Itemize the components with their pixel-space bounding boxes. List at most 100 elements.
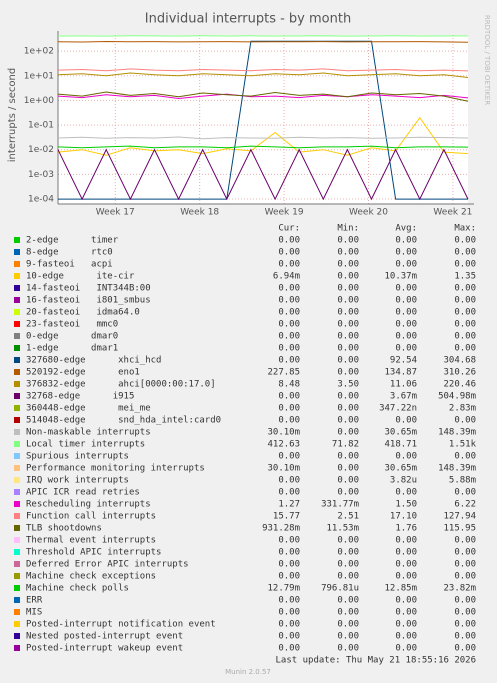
legend-stat: 10.37m — [384, 272, 417, 282]
legend-stat: 0.00 — [337, 572, 359, 582]
series-line — [57, 72, 469, 78]
legend-stat: 0.00 — [337, 464, 359, 474]
legend-stat: 0.00 — [395, 620, 417, 630]
legend-stat: 0.00 — [454, 236, 476, 246]
legend-stat: 134.87 — [384, 368, 417, 378]
series-line — [57, 93, 469, 100]
legend-label: 32768-edge i915 — [26, 392, 134, 402]
legend-stat: 0.00 — [337, 344, 359, 354]
legend-header: Avg: — [395, 224, 417, 234]
legend-stat: 15.77 — [273, 512, 300, 522]
legend-stat: 418.71 — [384, 440, 417, 450]
y-tick-label: 1e-04 — [28, 195, 54, 205]
legend-swatch — [14, 345, 20, 351]
legend-label: 23-fasteoi mmc0 — [26, 320, 118, 330]
y-tick-label: 1e+01 — [24, 71, 54, 81]
series-line — [57, 136, 469, 140]
y-tick-label: 1e+02 — [24, 47, 54, 57]
legend-stat: 1.27 — [278, 500, 300, 510]
legend-stat: 148.39m — [438, 428, 476, 438]
legend-label: 1-edge dmar1 — [26, 344, 118, 354]
legend-stat: 310.26 — [443, 368, 476, 378]
legend-swatch — [14, 297, 20, 303]
legend-swatch — [14, 429, 20, 435]
legend-stat: 0.00 — [278, 416, 300, 426]
legend-stat: 0.00 — [337, 536, 359, 546]
legend-label: 16-fasteoi i801_smbus — [26, 296, 151, 306]
legend-swatch — [14, 549, 20, 555]
legend-stat: 2.51 — [337, 512, 359, 522]
legend-stat: 0.00 — [395, 260, 417, 270]
legend-label: 2-edge timer — [26, 236, 119, 246]
legend-label: 9-fasteoi acpi — [26, 260, 113, 270]
legend-stat: 931.28m — [262, 524, 300, 534]
legend-stat: 0.00 — [278, 548, 300, 558]
legend-stat: 3.50 — [337, 380, 359, 390]
legend-swatch — [14, 585, 20, 591]
legend-stat: 0.00 — [337, 452, 359, 462]
legend-swatch — [14, 477, 20, 483]
legend-label: 376832-edge ahci[0000:00:17.0] — [26, 380, 216, 390]
legend-stat: 0.00 — [395, 308, 417, 318]
legend-stat: 347.22n — [379, 404, 417, 414]
legend-swatch — [14, 333, 20, 339]
legend-header: Cur: — [278, 224, 300, 234]
series-line — [57, 91, 469, 102]
legend-stat: 0.00 — [337, 596, 359, 606]
legend-swatch — [14, 237, 20, 243]
legend-stat: 0.00 — [337, 368, 359, 378]
side-label: RRDTOOL / TOBI OETIKER — [483, 15, 491, 105]
legend-swatch — [14, 573, 20, 579]
legend-stat: 0.00 — [337, 236, 359, 246]
legend-stat: 0.00 — [337, 428, 359, 438]
legend-stat: 0.00 — [278, 308, 300, 318]
legend-label: 20-fasteoi idma64.0 — [26, 308, 140, 318]
legend-swatch — [14, 369, 20, 375]
legend-stat: 304.68 — [443, 356, 476, 366]
legend-swatch — [14, 621, 20, 627]
legend-stat: 0.00 — [395, 536, 417, 546]
legend-stat: 0.00 — [454, 608, 476, 618]
legend-label: Nested posted-interrupt event — [26, 632, 183, 642]
series-line — [57, 40, 469, 43]
legend-swatch — [14, 309, 20, 315]
legend-label: Thermal event interrupts — [26, 536, 156, 546]
legend-stat: 0.00 — [278, 248, 300, 258]
legend-stat: 0.00 — [278, 452, 300, 462]
legend-stat: 0.00 — [454, 416, 476, 426]
legend-stat: 0.00 — [395, 608, 417, 618]
legend-swatch — [14, 645, 20, 651]
legend-label: TLB shootdowns — [26, 524, 102, 534]
legend-stat: 127.94 — [443, 512, 476, 522]
legend-label: Posted-interrupt notification event — [26, 620, 216, 630]
legend-stat: 11.53m — [326, 524, 359, 534]
legend-label: Performance monitoring interrupts — [26, 464, 205, 474]
series-line — [58, 40, 468, 200]
legend-swatch — [14, 321, 20, 327]
legend-stat: 0.00 — [278, 296, 300, 306]
legend-stat: 0.00 — [278, 596, 300, 606]
legend-stat: 227.85 — [267, 368, 300, 378]
legend-label: 327680-edge xhci_hcd — [26, 356, 161, 366]
legend-stat: 220.46 — [443, 380, 476, 390]
legend-label: Non-maskable interrupts — [26, 428, 151, 438]
legend-stat: 0.00 — [395, 296, 417, 306]
legend-stat: 0.00 — [278, 476, 300, 486]
legend-swatch — [14, 537, 20, 543]
legend-stat: 148.39m — [438, 464, 476, 474]
legend-label: 14-fasteoi INT344B:00 — [26, 284, 151, 294]
legend-swatch — [14, 393, 20, 399]
legend-stat: 0.00 — [337, 392, 359, 402]
legend-label: ERR — [26, 596, 43, 606]
legend-stat: 92.54 — [390, 356, 417, 366]
legend-stat: 0.00 — [395, 332, 417, 342]
legend-stat: 11.06 — [390, 380, 417, 390]
legend-stat: 0.00 — [278, 560, 300, 570]
legend-stat: 0.00 — [454, 596, 476, 606]
legend-stat: 23.82m — [443, 584, 476, 594]
legend-label: 360448-edge mei_me — [26, 404, 151, 414]
legend-stat: 0.00 — [337, 548, 359, 558]
legend-stat: 0.00 — [337, 320, 359, 330]
legend-stat: 0.00 — [337, 296, 359, 306]
